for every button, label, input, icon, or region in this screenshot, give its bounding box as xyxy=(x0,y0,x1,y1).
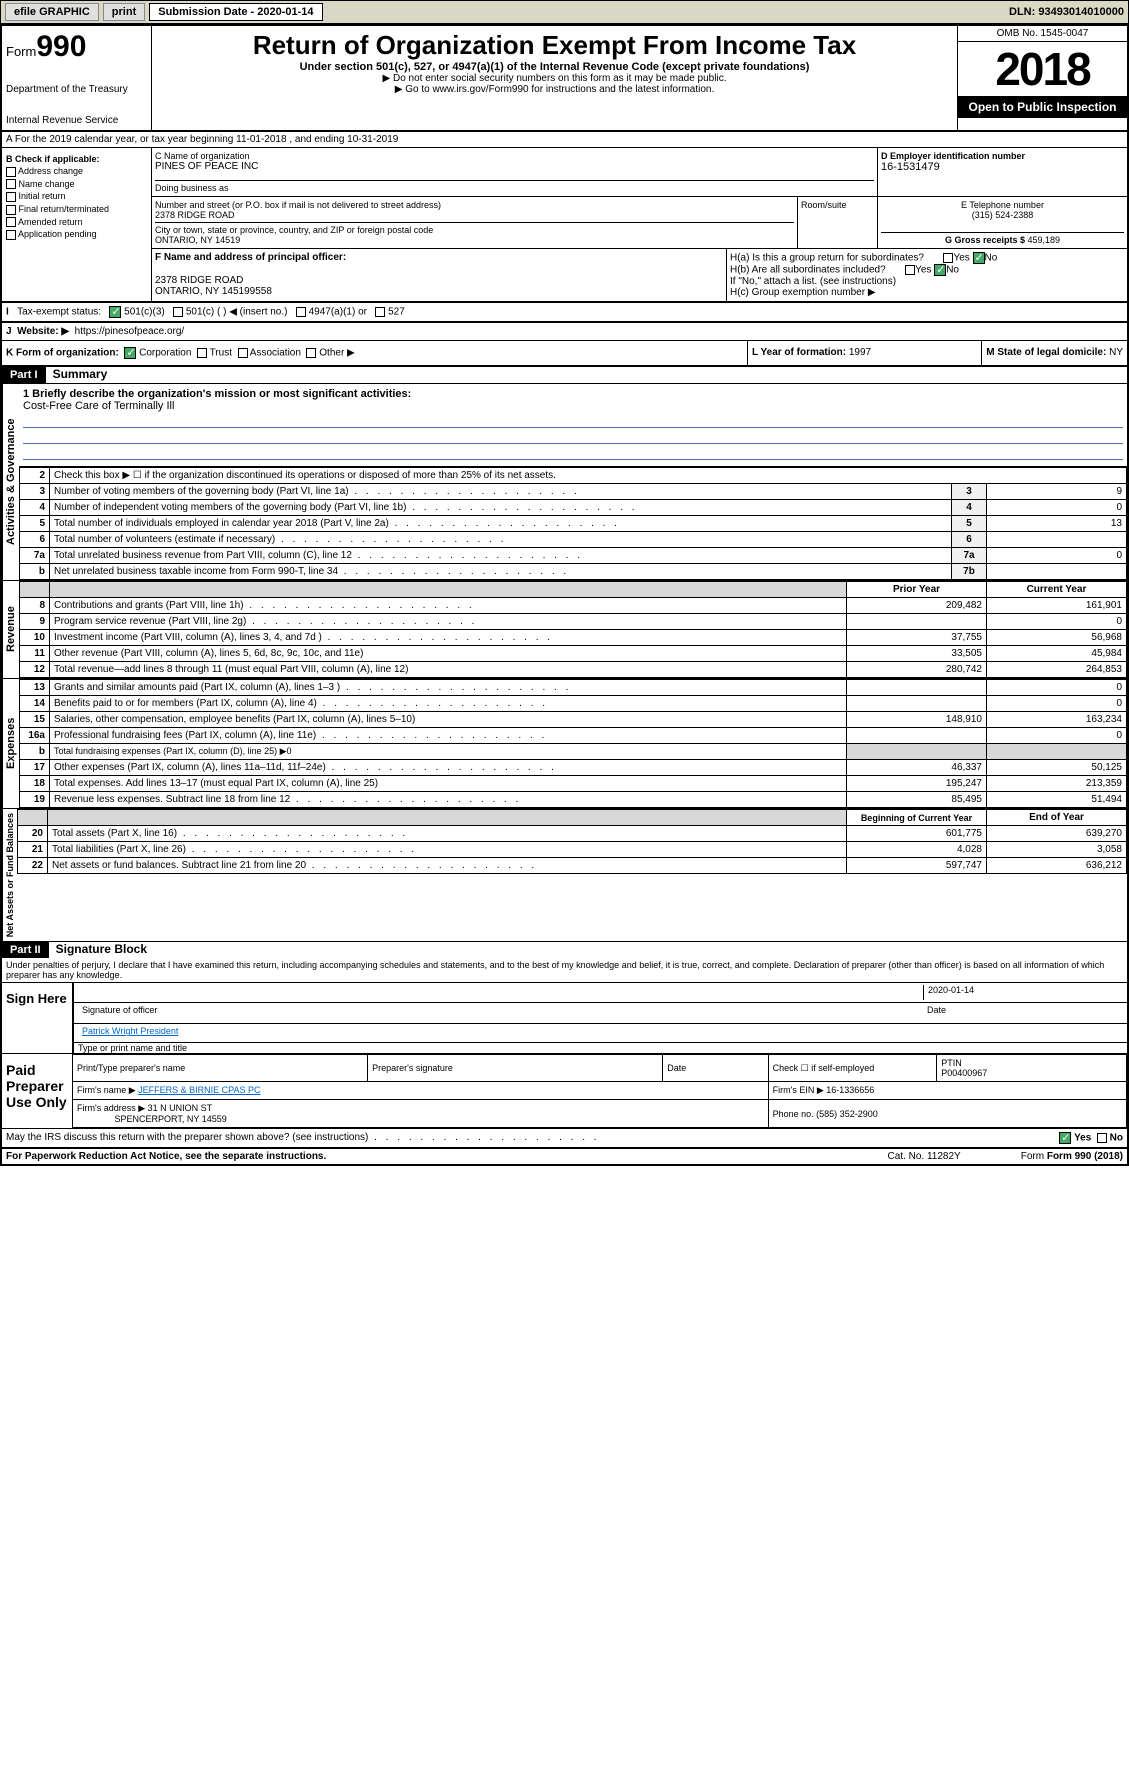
sig-date: 2020-01-14 xyxy=(923,985,1123,1000)
officer-name[interactable]: Patrick Wright President xyxy=(82,1026,178,1036)
sign-here-label: Sign Here xyxy=(2,983,72,1053)
mission-text: Cost-Free Care of Terminally Ill xyxy=(23,400,1123,412)
gross-receipts-label: G Gross receipts $ xyxy=(945,235,1025,245)
part-ii-header: Part II Signature Block xyxy=(2,941,1127,958)
discuss-row: May the IRS discuss this return with the… xyxy=(2,1128,1127,1147)
form-subtitle: Under section 501(c), 527, or 4947(a)(1)… xyxy=(156,61,953,73)
chk-name-change[interactable]: Name change xyxy=(6,179,147,190)
vert-revenue: Revenue xyxy=(2,581,19,678)
h-c: H(c) Group exemption number ▶ xyxy=(730,287,1124,298)
officer-addr1: 2378 RIDGE ROAD xyxy=(155,275,723,286)
col-b-checkboxes: B Check if applicable: Address change Na… xyxy=(2,148,152,301)
form-number: Form990 xyxy=(6,30,147,64)
officer-label: F Name and address of principal officer: xyxy=(155,252,723,263)
form-990: Form990 Department of the Treasury Inter… xyxy=(0,24,1129,1166)
chk-amended[interactable]: Amended return xyxy=(6,217,147,228)
chk-initial-return[interactable]: Initial return xyxy=(6,191,147,202)
efile-btn[interactable]: efile GRAPHIC xyxy=(5,3,99,21)
dln: DLN: 93493014010000 xyxy=(1009,6,1124,18)
footer: For Paperwork Reduction Act Notice, see … xyxy=(2,1147,1127,1164)
dept-irs: Internal Revenue Service xyxy=(6,115,147,126)
h-b-note: If "No," attach a list. (see instruction… xyxy=(730,276,1124,287)
year-formation: L Year of formation: 1997 xyxy=(748,341,982,365)
row-a-tax-year: A For the 2019 calendar year, or tax yea… xyxy=(2,132,1127,148)
instructions-link[interactable]: ▶ Go to www.irs.gov/Form990 for instruct… xyxy=(156,84,953,95)
row-j-website: J Website: ▶ https://pinesofpeace.org/ xyxy=(2,322,1127,341)
vert-net-assets: Net Assets or Fund Balances xyxy=(2,809,17,941)
gross-receipts-value: 459,189 xyxy=(1028,235,1061,245)
state-domicile: M State of legal domicile: NY xyxy=(982,341,1127,365)
expenses-table: 13Grants and similar amounts paid (Part … xyxy=(19,679,1127,808)
h-b: H(b) Are all subordinates included? Yes … xyxy=(730,264,1124,276)
part-i-header: Part I Summary xyxy=(2,367,1127,383)
mission-label: 1 Briefly describe the organization's mi… xyxy=(23,388,1123,400)
chk-final-return[interactable]: Final return/terminated xyxy=(6,204,147,215)
name-label: Type or print name and title xyxy=(74,1043,1127,1053)
city-label: City or town, state or province, country… xyxy=(155,222,794,235)
penalty-text: Under penalties of perjury, I declare th… xyxy=(2,958,1127,982)
dept-treasury: Department of the Treasury xyxy=(6,84,147,95)
city-value: ONTARIO, NY 14519 xyxy=(155,235,794,245)
governance-table: 2Check this box ▶ ☐ if the organization … xyxy=(19,467,1127,580)
phone-label: E Telephone number xyxy=(881,200,1124,210)
row-k-form-org: K Form of organization: Corporation Trus… xyxy=(2,341,747,365)
open-inspection: Open to Public Inspection xyxy=(958,96,1127,118)
paid-preparer-label: Paid Preparer Use Only xyxy=(2,1054,72,1128)
vert-expenses: Expenses xyxy=(2,679,19,808)
ein-label: D Employer identification number xyxy=(881,151,1124,161)
phone-value: (315) 524-2388 xyxy=(881,210,1124,220)
dba-label: Doing business as xyxy=(155,180,874,193)
omb-number: OMB No. 1545-0047 xyxy=(958,26,1127,42)
chk-app-pending[interactable]: Application pending xyxy=(6,229,147,240)
top-bar: efile GRAPHIC print Submission Date - 20… xyxy=(0,0,1129,24)
ssn-note: ▶ Do not enter social security numbers o… xyxy=(156,73,953,84)
tax-year: 2018 xyxy=(958,42,1127,96)
net-assets-table: Beginning of Current YearEnd of Year 20T… xyxy=(17,809,1127,874)
addr-label: Number and street (or P.O. box if mail i… xyxy=(155,200,794,210)
row-i-tax-exempt: I Tax-exempt status: 501(c)(3) 501(c) ( … xyxy=(2,302,1127,322)
ein-value: 16-1531479 xyxy=(881,161,1124,173)
org-name: PINES OF PEACE INC xyxy=(155,161,874,172)
firm-name-link[interactable]: JEFFERS & BIRNIE CPAS PC xyxy=(138,1085,260,1095)
addr-value: 2378 RIDGE ROAD xyxy=(155,210,794,220)
print-btn[interactable]: print xyxy=(103,3,145,21)
sig-date-label: Date xyxy=(923,1005,1123,1021)
revenue-table: Prior YearCurrent Year 8Contributions an… xyxy=(19,581,1127,678)
paid-preparer-table: Print/Type preparer's name Preparer's si… xyxy=(72,1054,1127,1128)
form-title: Return of Organization Exempt From Incom… xyxy=(156,30,953,61)
officer-addr2: ONTARIO, NY 145199558 xyxy=(155,286,723,297)
h-a: H(a) Is this a group return for subordin… xyxy=(730,252,1124,264)
chk-address-change[interactable]: Address change xyxy=(6,166,147,177)
org-name-label: C Name of organization xyxy=(155,151,874,161)
vert-governance: Activities & Governance xyxy=(2,384,19,580)
sig-officer-label: Signature of officer xyxy=(78,1005,923,1021)
room-suite: Room/suite xyxy=(797,197,877,248)
website-link[interactable]: https://pinesofpeace.org/ xyxy=(75,326,185,337)
submission-date: Submission Date - 2020-01-14 xyxy=(149,3,322,21)
